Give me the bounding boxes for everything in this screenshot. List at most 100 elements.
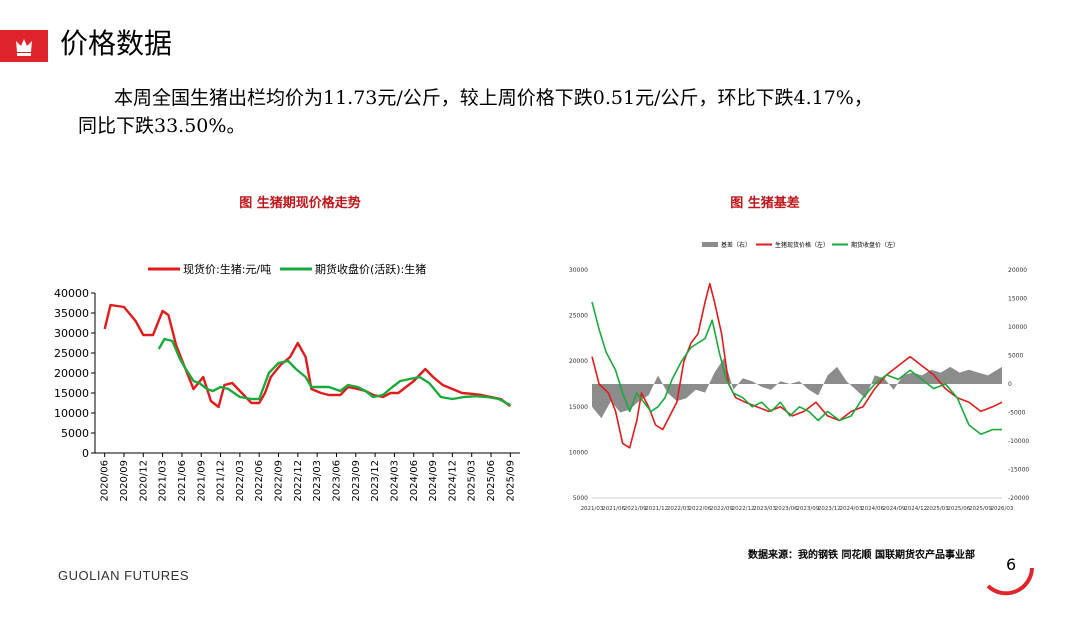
chart2-y-right-tick-label: -15000: [1008, 467, 1029, 474]
chart1-x-tick-label: 2021/03: [158, 460, 169, 502]
chart2-y-ticks-left: 5000 10000 15000 20000 25000 30000: [569, 267, 588, 502]
chart1-x-tick-label: 2021/09: [196, 460, 207, 502]
basis-chart: 基差（右） 生猪现货价格（左） 期货收盘价（左） 5000 10000 15000 2…: [569, 241, 1030, 512]
chart2-x-tick-label: 2024/03: [840, 506, 863, 512]
summary-text: 本周全国生猪出栏均价为11.73元/公斤，较上周价格下跌0.51元/公斤，环比下…: [78, 84, 1068, 140]
legend-label-basis: 基差（右）: [721, 241, 751, 249]
chart1-x-tick-label: 2025/06: [486, 460, 497, 502]
chart1-y-tick-label: 0: [82, 447, 89, 460]
chart1-y-tick-label: 35000: [54, 307, 89, 320]
chart2-series-futures-line: [591, 301, 1002, 435]
chart2-x-tick-label: 2024/12: [904, 506, 927, 512]
page-corner-arc: [986, 567, 1034, 596]
chart2-y-right-tick-label: -20000: [1008, 495, 1029, 502]
chart2-series: [591, 282, 1003, 449]
chart2-y-left-tick-label: 15000: [569, 404, 588, 411]
chart2-legend: 基差（右） 生猪现货价格（左） 期货收盘价（左）: [702, 241, 899, 249]
chart2-y-left-tick-label: 20000: [569, 358, 588, 365]
chart1-x-tick-label: 2021/12: [216, 460, 227, 502]
chart2-x-tick-label: 2022/12: [732, 506, 755, 512]
chart2-x-tick-label: 2023/09: [796, 506, 819, 512]
chart1-x-tick-label: 2022/03: [235, 460, 246, 502]
chart1-x-tick-label: 2024/09: [428, 460, 439, 502]
chart1-series: [103, 303, 512, 409]
chart2-y-left-tick-label: 25000: [569, 313, 588, 320]
chart1-x-tick-label: 2025/09: [505, 460, 516, 502]
chart2-y-right-tick-label: -5000: [1008, 410, 1026, 417]
chart2-x-tick-label: 2021/03: [581, 506, 604, 512]
chart1-y-tick-label: 15000: [54, 387, 89, 400]
chart2-y-right-tick-label: 5000: [1008, 353, 1023, 360]
page-title: 价格数据: [60, 27, 173, 60]
chart2-x-ticks: 2021/032021/062021/092021/122022/032022/…: [581, 506, 1014, 512]
chart1-y-tick-label: 40000: [54, 287, 89, 300]
chart2-x-tick-label: 2026/03: [991, 506, 1014, 512]
chart1-x-tick-label: 2022/06: [254, 460, 265, 502]
chart2-x-tick-label: 2022/09: [710, 506, 733, 512]
chart2-x-tick-label: 2025/06: [947, 506, 970, 512]
chart2-x-tick-label: 2021/06: [602, 506, 625, 512]
chart2-x-tick-label: 2022/06: [688, 506, 711, 512]
legend-label-futures: 期货收盘价(活跃):生猪: [315, 262, 426, 276]
chart1-y-tick-label: 5000: [61, 427, 89, 440]
chart1-legend: 现货价:生猪:元/吨 期货收盘价(活跃):生猪: [148, 262, 426, 276]
chart2-y-right-tick-label: 10000: [1008, 324, 1027, 331]
brand-logo-text: GUOLIAN FUTURES: [58, 568, 190, 583]
chart2-y-left-tick-label: 30000: [569, 267, 588, 274]
chart2-title: 图 生猪基差: [730, 196, 800, 211]
chart2-series-basis-area: [592, 358, 1002, 419]
chart2-x-tick-label: 2023/03: [753, 506, 776, 512]
chart1-x-tick-label: 2020/09: [119, 460, 130, 502]
chart1-x-tick-label: 2020/12: [138, 460, 149, 502]
crown-icon: [16, 39, 32, 56]
chart1-x-tick-label: 2023/09: [351, 460, 362, 502]
summary-line-1: 本周全国生猪出栏均价为11.73元/公斤，较上周价格下跌0.51元/公斤，环比下…: [114, 87, 873, 109]
chart2-y-right-tick-label: -10000: [1008, 438, 1029, 445]
chart1-y-ticks: 0 5000 10000 15000 20000 25000 30000 35000 40000: [54, 287, 95, 460]
corner-arc-icon: [986, 567, 1034, 596]
chart2-y-right-tick-label: 15000: [1008, 296, 1027, 303]
legend-label-spot2: 生猪现货价格（左）: [775, 241, 829, 249]
chart2-y-left-tick-label: 10000: [569, 449, 588, 456]
data-source: 数据来源：我的钢铁 同花顺 国联期货农产品事业部: [748, 550, 975, 561]
chart1-x-tick-label: 2023/03: [312, 460, 323, 502]
chart1-series-futures-line: [157, 337, 511, 407]
chart1-x-tick-label: 2024/06: [409, 460, 420, 502]
page-number: 6: [1006, 555, 1017, 574]
chart1-x-tick-label: 2023/12: [370, 460, 381, 502]
chart1-y-tick-label: 10000: [54, 407, 89, 420]
chart2-y-right-tick-label: 20000: [1008, 267, 1027, 274]
chart1-x-tick-label: 2022/12: [293, 460, 304, 502]
chart1-x-tick-label: 2020/06: [100, 460, 111, 502]
legend-swatch-basis: [702, 242, 718, 247]
chart2-y-right-tick-label: 0: [1008, 381, 1012, 388]
chart2-x-tick-label: 2021/09: [624, 506, 647, 512]
chart2-x-tick-label: 2023/12: [818, 506, 841, 512]
chart2-series-spot-line: [591, 282, 1003, 449]
chart1-series-spot-line: [103, 303, 512, 409]
chart1-x-tick-label: 2021/06: [177, 460, 188, 502]
chart2-x-tick-label: 2024/09: [883, 506, 906, 512]
chart1-y-tick-label: 30000: [54, 327, 89, 340]
chart1-x-tick-label: 2025/03: [467, 460, 478, 502]
chart1-x-tick-label: 2024/12: [447, 460, 458, 502]
chart1-x-ticks: 2020/06 2020/09 2020/12 2021/03 2021/06 2021/…: [100, 453, 516, 502]
chart2-x-tick-label: 2024/06: [861, 506, 884, 512]
chart1-x-tick-label: 2024/03: [389, 460, 400, 502]
chart2-y-left-tick-label: 5000: [573, 495, 588, 502]
chart2-x-tick-label: 2023/06: [775, 506, 798, 512]
chart1-y-tick-label: 25000: [54, 347, 89, 360]
legend-label-futures2: 期货收盘价（左）: [851, 241, 899, 249]
chart2-x-tick-label: 2022/03: [667, 506, 690, 512]
chart2-x-tick-label: 2021/12: [645, 506, 668, 512]
chart2-x-tick-label: 2025/03: [926, 506, 949, 512]
chart1-x-tick-label: 2022/09: [274, 460, 285, 502]
title-accent-bar: [0, 30, 48, 62]
chart1-y-tick-label: 20000: [54, 367, 89, 380]
chart1-title: 图 生猪期现价格走势: [239, 196, 361, 211]
summary-line-2: 同比下跌33.50%。: [78, 115, 246, 137]
chart1-x-tick-label: 2023/06: [331, 460, 342, 502]
chart2-y-ticks-right: -20000 -15000 -10000 -5000 0 5000 10000 15000 20…: [1008, 267, 1029, 502]
legend-label-spot: 现货价:生猪:元/吨: [183, 262, 271, 276]
chart2-x-tick-label: 2025/09: [969, 506, 992, 512]
